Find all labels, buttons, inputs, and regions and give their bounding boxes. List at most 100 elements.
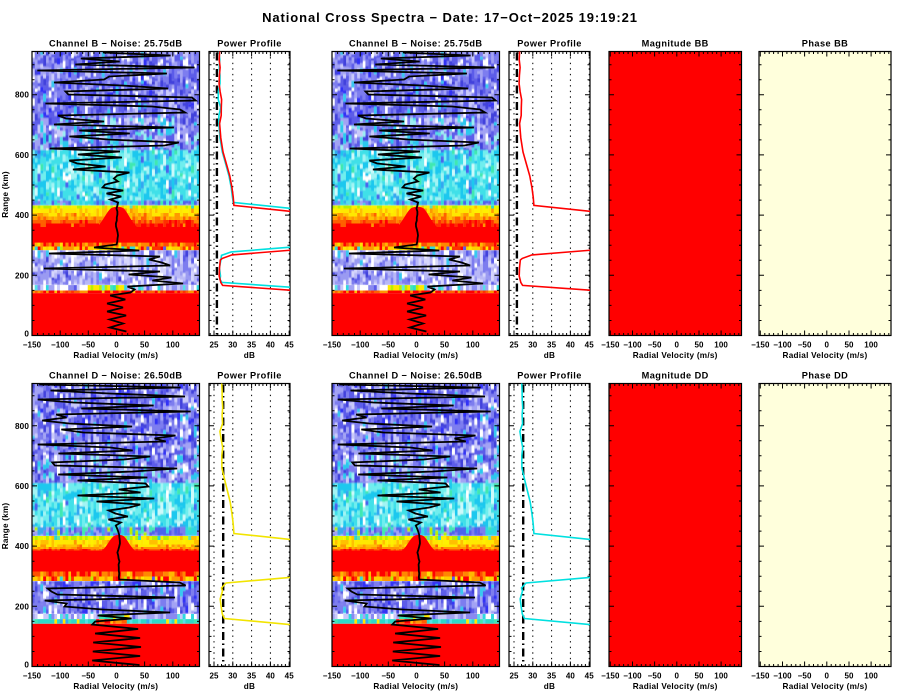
svg-text:−100: −100 [623, 341, 642, 350]
svg-text:30: 30 [528, 672, 538, 681]
svg-text:Radial Velocity (m/s): Radial Velocity (m/s) [633, 351, 718, 360]
svg-text:400: 400 [15, 211, 29, 220]
svg-text:Range (km): Range (km) [1, 503, 10, 550]
svg-text:−150: −150 [751, 341, 770, 350]
svg-text:−50: −50 [798, 341, 812, 350]
svg-text:50: 50 [140, 341, 150, 350]
svg-text:−100: −100 [51, 672, 70, 681]
svg-text:−50: −50 [381, 341, 395, 350]
svg-text:200: 200 [15, 602, 29, 611]
svg-text:800: 800 [15, 91, 29, 100]
svg-text:50: 50 [440, 672, 450, 681]
svg-text:Phase DD: Phase DD [802, 371, 849, 381]
svg-text:45: 45 [585, 672, 595, 681]
svg-text:30: 30 [528, 341, 538, 350]
svg-text:Radial Velocity (m/s): Radial Velocity (m/s) [73, 682, 158, 691]
svg-text:Power Profile: Power Profile [217, 39, 282, 49]
svg-text:National Cross Spectra − Date:: National Cross Spectra − Date: 17−Oct−20… [262, 10, 638, 25]
svg-text:−150: −150 [323, 672, 342, 681]
svg-text:50: 50 [140, 672, 150, 681]
svg-text:−100: −100 [51, 341, 70, 350]
svg-text:100: 100 [864, 672, 878, 681]
svg-text:Power Profile: Power Profile [217, 371, 282, 381]
svg-text:Channel B − Noise: 25.75dB: Channel B − Noise: 25.75dB [49, 39, 182, 49]
svg-text:Channel B − Noise: 25.75dB: Channel B − Noise: 25.75dB [349, 39, 482, 49]
svg-text:100: 100 [166, 341, 180, 350]
svg-text:45: 45 [585, 341, 595, 350]
svg-text:dB: dB [544, 682, 555, 691]
svg-text:35: 35 [547, 672, 557, 681]
svg-text:25: 25 [509, 672, 519, 681]
svg-text:dB: dB [544, 351, 555, 360]
svg-text:40: 40 [266, 672, 276, 681]
svg-text:25: 25 [509, 341, 519, 350]
svg-text:Range (km): Range (km) [1, 171, 10, 218]
svg-text:−50: −50 [648, 672, 662, 681]
svg-text:100: 100 [864, 341, 878, 350]
svg-text:−50: −50 [81, 672, 95, 681]
svg-text:100: 100 [714, 672, 728, 681]
svg-text:50: 50 [694, 341, 704, 350]
svg-text:0: 0 [675, 341, 680, 350]
svg-text:40: 40 [266, 341, 276, 350]
svg-text:0: 0 [675, 672, 680, 681]
svg-text:0: 0 [24, 661, 29, 670]
svg-text:Radial Velocity (m/s): Radial Velocity (m/s) [373, 682, 458, 691]
svg-text:Channel D − Noise: 26.50dB: Channel D − Noise: 26.50dB [49, 371, 182, 381]
svg-text:600: 600 [15, 151, 29, 160]
svg-text:−50: −50 [381, 672, 395, 681]
svg-text:Radial Velocity (m/s): Radial Velocity (m/s) [73, 351, 158, 360]
svg-text:Magnitude DD: Magnitude DD [642, 371, 709, 381]
svg-text:40: 40 [566, 672, 576, 681]
svg-text:0: 0 [114, 341, 119, 350]
svg-text:−150: −150 [751, 672, 770, 681]
svg-text:−150: −150 [601, 341, 620, 350]
svg-text:30: 30 [228, 341, 238, 350]
svg-text:Radial Velocity (m/s): Radial Velocity (m/s) [783, 682, 868, 691]
svg-text:30: 30 [228, 672, 238, 681]
svg-text:200: 200 [15, 271, 29, 280]
svg-text:dB: dB [244, 682, 255, 691]
svg-text:600: 600 [15, 482, 29, 491]
svg-text:dB: dB [244, 351, 255, 360]
svg-text:Power Profile: Power Profile [517, 371, 582, 381]
svg-text:Radial Velocity (m/s): Radial Velocity (m/s) [633, 682, 718, 691]
svg-text:0: 0 [825, 672, 830, 681]
svg-text:0: 0 [24, 330, 29, 339]
svg-text:−100: −100 [773, 672, 792, 681]
svg-text:50: 50 [844, 672, 854, 681]
svg-text:35: 35 [547, 341, 557, 350]
svg-text:800: 800 [15, 422, 29, 431]
svg-text:45: 45 [285, 341, 295, 350]
svg-text:−100: −100 [623, 672, 642, 681]
svg-text:−150: −150 [23, 672, 42, 681]
svg-text:−50: −50 [798, 672, 812, 681]
svg-text:0: 0 [414, 341, 419, 350]
svg-text:100: 100 [466, 341, 480, 350]
svg-text:−150: −150 [601, 672, 620, 681]
svg-text:50: 50 [440, 341, 450, 350]
svg-text:40: 40 [566, 341, 576, 350]
svg-text:0: 0 [114, 672, 119, 681]
svg-text:Phase BB: Phase BB [802, 39, 849, 49]
svg-text:100: 100 [714, 341, 728, 350]
svg-text:0: 0 [825, 341, 830, 350]
svg-text:Radial Velocity (m/s): Radial Velocity (m/s) [783, 351, 868, 360]
svg-text:45: 45 [285, 672, 295, 681]
svg-text:−100: −100 [351, 672, 370, 681]
svg-text:50: 50 [844, 341, 854, 350]
svg-text:0: 0 [414, 672, 419, 681]
svg-text:25: 25 [209, 341, 219, 350]
svg-text:−50: −50 [81, 341, 95, 350]
svg-text:Power Profile: Power Profile [517, 39, 582, 49]
svg-text:100: 100 [166, 672, 180, 681]
svg-text:35: 35 [247, 341, 257, 350]
svg-text:−150: −150 [23, 341, 42, 350]
svg-text:100: 100 [466, 672, 480, 681]
svg-text:50: 50 [694, 672, 704, 681]
svg-text:35: 35 [247, 672, 257, 681]
svg-text:Magnitude BB: Magnitude BB [642, 39, 709, 49]
svg-text:−100: −100 [773, 341, 792, 350]
svg-text:−50: −50 [648, 341, 662, 350]
svg-text:Radial Velocity (m/s): Radial Velocity (m/s) [373, 351, 458, 360]
